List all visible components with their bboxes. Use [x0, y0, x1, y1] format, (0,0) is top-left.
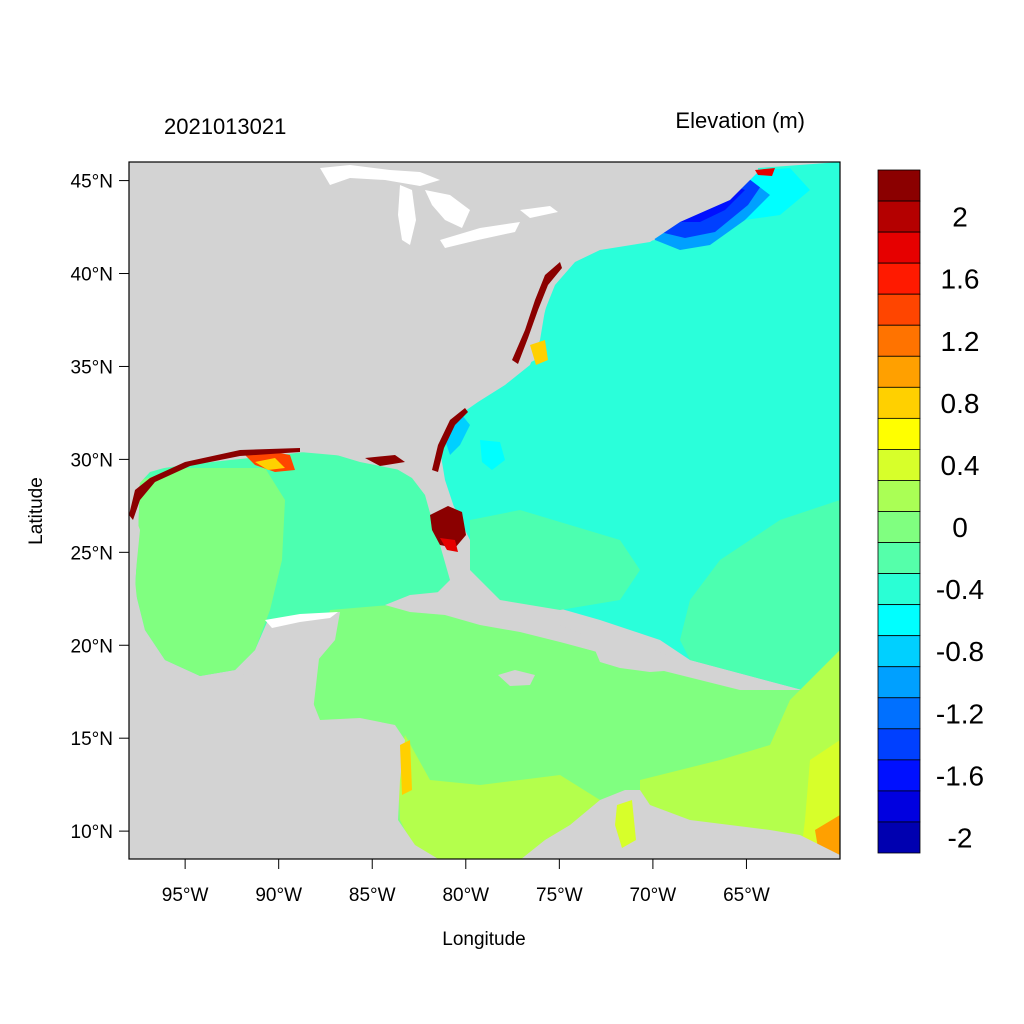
x-tick-label: 70°W	[630, 885, 677, 906]
y-tick-label: 45°N	[71, 172, 113, 193]
ocean-caribbean-south	[398, 650, 840, 859]
colorbar-label: 0.4	[941, 450, 980, 481]
x-axis: 95°W 90°W 85°W 80°W 75°W 70°W 65°W	[162, 859, 770, 906]
colorbar-swatch	[877, 635, 921, 668]
colorbar-swatch	[877, 542, 921, 574]
land-cuba	[385, 592, 600, 650]
lake-huron	[425, 190, 470, 228]
land-puerto-rico	[705, 672, 738, 682]
colorbar-swatch	[877, 604, 921, 637]
colorbar-swatch	[877, 728, 921, 761]
y-tick-label: 25°N	[71, 543, 113, 564]
map-frame	[128, 161, 841, 860]
anomaly-florida-edge	[440, 538, 458, 552]
map-plot	[129, 162, 840, 859]
lake-ontario	[520, 206, 558, 218]
anomaly-nova-scotia	[755, 168, 775, 176]
colorbar-label: 1.2	[941, 326, 980, 357]
colorbar-label: -1.2	[936, 698, 984, 729]
colorbar-swatch	[877, 324, 921, 357]
anomaly-honduras	[400, 740, 412, 795]
anomaly-carolina	[512, 262, 562, 364]
y-tick-label: 10°N	[71, 822, 113, 843]
lake-erie	[440, 222, 520, 248]
ocean-bahamas	[470, 510, 640, 610]
x-tick-label: 75°W	[536, 885, 583, 906]
y-tick-label: 40°N	[71, 265, 113, 286]
ocean-atlantic-south	[680, 500, 840, 700]
land-south-america	[521, 790, 840, 859]
anomaly-louisiana-inner	[255, 458, 285, 470]
x-tick-label: 65°W	[723, 885, 770, 906]
y-axis-label: Latitude	[26, 477, 47, 545]
colorbar-swatch	[877, 666, 921, 699]
colorbar-swatch	[877, 759, 921, 792]
land-hispaniola	[595, 645, 680, 672]
colorbar-swatch	[877, 697, 921, 730]
anomaly-venezuela	[615, 800, 636, 848]
colorbar-swatch	[877, 821, 921, 854]
lake-michigan	[398, 185, 416, 245]
colorbar-swatch	[877, 231, 921, 264]
y-tick-label: 30°N	[71, 450, 113, 471]
y-axis: 45°N 40°N 35°N 30°N 25°N 20°N 15°N 10°N	[71, 172, 129, 843]
colorbar-swatch	[877, 200, 921, 233]
anomaly-maine-fringe	[740, 168, 810, 220]
colorbar-label: 0	[952, 512, 968, 543]
colorbar-label: 0.8	[941, 388, 980, 419]
anomaly-east-coast	[432, 408, 468, 472]
colorbar-swatch	[877, 355, 921, 388]
colorbar-swatch	[877, 511, 921, 543]
colorbar-swatch	[877, 169, 921, 202]
land-mexico	[129, 500, 439, 859]
colorbar-label: -0.8	[936, 636, 984, 667]
colorbar-swatch	[877, 480, 921, 512]
anomaly-pamlico	[530, 340, 548, 365]
colorbar-label: -0.4	[936, 574, 984, 605]
lake-superior	[320, 165, 440, 186]
x-tick-label: 95°W	[162, 885, 209, 906]
land-jamaica	[498, 670, 535, 686]
colorbar-swatch	[877, 386, 921, 419]
colorbar-swatch	[877, 417, 921, 450]
colorbar-label: 2	[952, 202, 968, 233]
y-tick-label: 15°N	[71, 729, 113, 750]
x-axis-label: Longitude	[442, 929, 525, 950]
colorbar-label: -2	[948, 822, 973, 853]
colorbar-label: -1.6	[936, 760, 984, 791]
x-tick-label: 90°W	[255, 885, 302, 906]
colorbar-swatch	[877, 573, 921, 606]
colorbar-swatch	[877, 262, 921, 295]
y-tick-label: 20°N	[71, 636, 113, 657]
colorbar	[877, 169, 921, 854]
x-tick-label: 80°W	[442, 885, 489, 906]
ocean-gulf-west	[135, 468, 285, 676]
y-tick-label: 35°N	[71, 357, 113, 378]
x-tick-label: 85°W	[349, 885, 396, 906]
anomaly-blob	[480, 440, 505, 470]
anomaly-florida-bend	[365, 455, 405, 466]
colorbar-labels: 2 1.6 1.2 0.8 0.4 0 -0.4 -0.8 -1.2 -1.6 -2	[936, 202, 984, 854]
map-date-title: 2021013021	[164, 114, 286, 139]
colorbar-swatch	[877, 449, 921, 481]
coast-yucatan	[265, 612, 338, 628]
colorbar-swatch	[877, 790, 921, 823]
anomaly-florida	[430, 506, 466, 548]
map-variable-title: Elevation (m)	[675, 108, 805, 133]
colorbar-swatch	[877, 293, 921, 326]
colorbar-label: 1.6	[941, 264, 980, 295]
